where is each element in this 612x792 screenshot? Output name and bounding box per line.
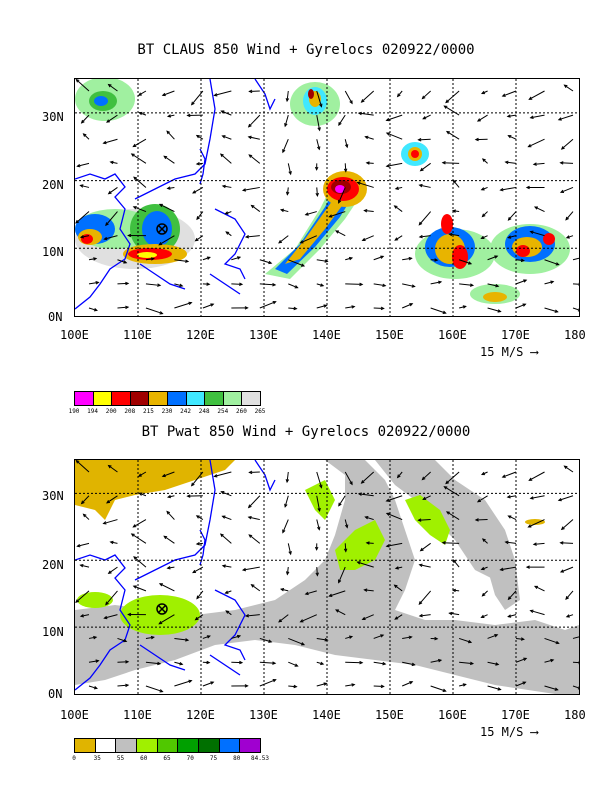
claus-map	[74, 78, 580, 317]
colorbar-tick-label: 190	[68, 408, 80, 415]
colorbar-tick-label: 35	[93, 755, 101, 762]
colorbar-swatch	[185, 391, 206, 406]
panel2-ylabel-20n: 20N	[42, 558, 64, 572]
colorbar-swatch	[129, 391, 150, 406]
panel2-ylabel-0n: 0N	[48, 687, 63, 701]
panel1-xlabel: 150E	[375, 328, 404, 342]
colorbar-swatch	[198, 738, 220, 753]
colorbar-swatch	[111, 391, 131, 406]
panel2-xlabel: 180	[564, 708, 586, 722]
panel2-xlabel: 110E	[123, 708, 152, 722]
colorbar-swatch	[115, 738, 137, 753]
colorbar-tick-label: 254	[217, 408, 229, 415]
colorbar-swatch	[241, 391, 261, 406]
panel2-ylabel-30n: 30N	[42, 489, 64, 503]
vector-ref-label: 15 M/S	[480, 345, 524, 359]
colorbar-tick-label: 84.53	[250, 755, 270, 762]
colorbar-swatch	[156, 738, 179, 753]
lat-lon-grid	[75, 79, 579, 316]
panel1-xlabel: 120E	[186, 328, 215, 342]
panel2-xlabel: 140E	[312, 708, 341, 722]
panel1-vector-ref: 15 M/S ⟶	[480, 345, 538, 359]
pwat-map-svg	[75, 460, 579, 694]
wind-vectors	[75, 79, 579, 315]
panel1-ylabel-0n: 0N	[48, 310, 63, 324]
panel2-vector-ref: 15 M/S ⟶	[480, 725, 538, 739]
vector-ref-arrow-icon: ⟶	[530, 345, 538, 359]
colorbar-swatch	[204, 391, 224, 406]
panel2-xlabel: 160E	[438, 708, 467, 722]
colorbar-swatch	[94, 738, 117, 753]
panel2-xlabel: 130E	[249, 708, 278, 722]
panel2-xlabel: 170E	[501, 708, 530, 722]
panel1-ylabel-20n: 20N	[42, 178, 64, 192]
panel1-xlabel: 170E	[501, 328, 530, 342]
panel1-xlabel: 140E	[312, 328, 341, 342]
colorbar-swatch	[148, 391, 168, 406]
colorbar-tick-label: 55	[116, 755, 125, 762]
panel1-title: BT CLAUS 850 Wind + Gyrelocs 020922/0000	[137, 42, 475, 58]
colorbar-tick-label: 194	[87, 408, 99, 415]
coastline	[75, 79, 276, 310]
colorbar-tick-label: 60	[140, 755, 148, 762]
colorbar-tick-label: 260	[235, 408, 247, 415]
colorbar-tick-label: 230	[161, 408, 173, 415]
panel2-colorbar: 0 35 55 60 65 70 75 80 84.53	[72, 738, 269, 768]
colorbar-swatch	[167, 391, 187, 406]
colorbar-tick-label: 208	[124, 408, 136, 415]
claus-map-svg	[75, 79, 579, 316]
cyclone-position-icon	[156, 603, 168, 615]
colorbar-tick-label: 70	[186, 755, 194, 762]
colorbar-swatch	[222, 391, 243, 406]
panel1-ylabel-10n: 10N	[42, 245, 64, 259]
colorbar-tick-label: 0	[72, 755, 76, 762]
lat-lon-grid	[75, 460, 579, 694]
cyclone-position-icon	[156, 223, 168, 235]
pwat-map	[74, 459, 580, 695]
colorbar-tick-label: 200	[105, 408, 117, 415]
panel2-xlabel: 150E	[375, 708, 404, 722]
colorbar-tick-label: 65	[163, 755, 171, 762]
colorbar-swatch	[74, 738, 96, 753]
panel1-xlabel: 130E	[249, 328, 278, 342]
panel1-xlabel: 110E	[123, 328, 152, 342]
panel2-xlabel: 120E	[186, 708, 215, 722]
panel1-xlabel: 160E	[438, 328, 467, 342]
colorbar-swatch	[74, 391, 94, 406]
colorbar-tick-label: 265	[254, 408, 266, 415]
colorbar-tick-label: 242	[180, 408, 192, 415]
panel1-ylabel-30n: 30N	[42, 110, 64, 124]
panel1-colorbar: 190 194 200 208 215 230 242 248 254 260 265	[69, 391, 265, 421]
panel2-xlabel: 100E	[60, 708, 89, 722]
vector-ref-arrow-icon: ⟶	[530, 725, 538, 739]
colorbar-swatch	[92, 391, 113, 406]
colorbar-tick-label: 215	[142, 408, 154, 415]
vector-ref-label: 15 M/S	[480, 725, 524, 739]
wind-vectors	[75, 460, 579, 693]
colorbar-swatch	[218, 738, 241, 753]
colorbar-tick-label: 80	[233, 755, 241, 762]
colorbar-swatch	[239, 738, 261, 753]
colorbar-tick-label: 75	[209, 755, 218, 762]
panel1-xlabel: 180	[564, 328, 586, 342]
panel1-xlabel: 100E	[60, 328, 89, 342]
colorbar-swatch	[177, 738, 199, 753]
panel2-ylabel-10n: 10N	[42, 625, 64, 639]
colorbar-tick-label: 248	[198, 408, 210, 415]
panel2-title: BT Pwat 850 Wind + Gyrelocs 020922/0000	[141, 424, 471, 440]
colorbar-swatch	[136, 738, 158, 753]
cloud-top-fill	[75, 79, 570, 304]
